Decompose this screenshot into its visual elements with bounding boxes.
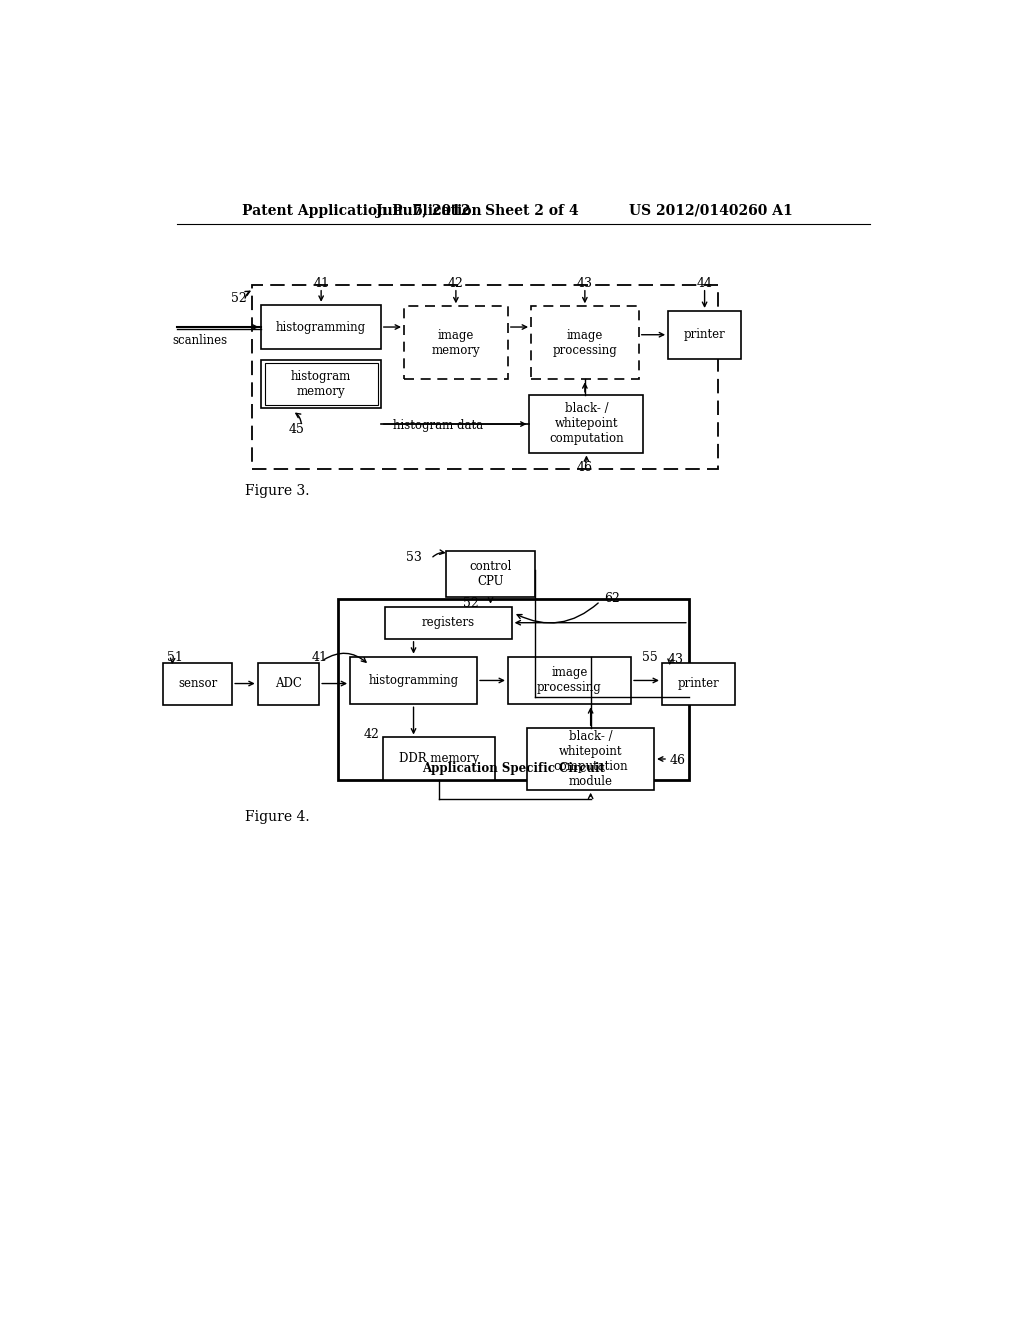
Text: black- /
whitepoint
computation
module: black- / whitepoint computation module (553, 730, 628, 788)
Text: image
processing: image processing (553, 329, 617, 356)
Text: 45: 45 (288, 422, 304, 436)
Bar (527, 729, 654, 789)
Bar (258, 663, 319, 705)
Text: 52: 52 (230, 292, 247, 305)
Text: 46: 46 (670, 754, 685, 767)
Text: Application Specific Circuit: Application Specific Circuit (422, 762, 605, 775)
Bar (529, 395, 643, 453)
Text: sensor: sensor (178, 677, 217, 690)
Text: registers: registers (422, 616, 475, 630)
Text: 43: 43 (668, 653, 684, 667)
Text: 46: 46 (577, 462, 593, 474)
Text: Figure 3.: Figure 3. (245, 484, 309, 498)
Text: ADC: ADC (275, 677, 302, 690)
Text: 41: 41 (311, 651, 328, 664)
Text: 52: 52 (463, 597, 479, 610)
Bar (385, 607, 512, 639)
Text: black- /
whitepoint
computation: black- / whitepoint computation (549, 403, 624, 445)
Text: DDR memory: DDR memory (399, 752, 479, 766)
Text: 44: 44 (696, 277, 713, 290)
Text: 53: 53 (406, 550, 422, 564)
Text: histogramming: histogramming (276, 321, 367, 334)
Bar (261, 360, 381, 408)
Bar (252, 285, 718, 469)
Bar (662, 663, 735, 705)
Text: 55: 55 (642, 651, 658, 664)
Text: control
CPU: control CPU (469, 560, 512, 589)
Text: histogram data: histogram data (393, 418, 483, 432)
Bar (508, 656, 631, 705)
Text: 42: 42 (364, 727, 379, 741)
Bar (383, 738, 495, 780)
Bar (446, 552, 535, 598)
Text: Jun. 7, 2012   Sheet 2 of 4: Jun. 7, 2012 Sheet 2 of 4 (376, 203, 579, 218)
Text: 43: 43 (577, 277, 593, 290)
Bar (350, 656, 477, 705)
Text: printer: printer (684, 329, 725, 342)
Bar (403, 306, 508, 379)
Bar (339, 599, 689, 780)
Text: scanlines: scanlines (172, 334, 227, 347)
Bar (531, 306, 639, 379)
Text: Patent Application Publication: Patent Application Publication (243, 203, 482, 218)
Text: image
processing: image processing (537, 667, 602, 694)
Text: Figure 4.: Figure 4. (245, 809, 309, 824)
Text: 41: 41 (313, 277, 329, 290)
Text: 62: 62 (604, 593, 620, 606)
Text: histogram
memory: histogram memory (291, 370, 351, 399)
Bar (163, 663, 232, 705)
Text: printer: printer (678, 677, 719, 690)
Text: image
memory: image memory (431, 329, 480, 356)
Text: 51: 51 (167, 651, 182, 664)
Text: 42: 42 (447, 277, 464, 290)
Text: histogramming: histogramming (369, 675, 459, 686)
Bar (261, 305, 381, 350)
Bar (668, 312, 741, 359)
Text: US 2012/0140260 A1: US 2012/0140260 A1 (629, 203, 793, 218)
Bar (264, 363, 378, 405)
